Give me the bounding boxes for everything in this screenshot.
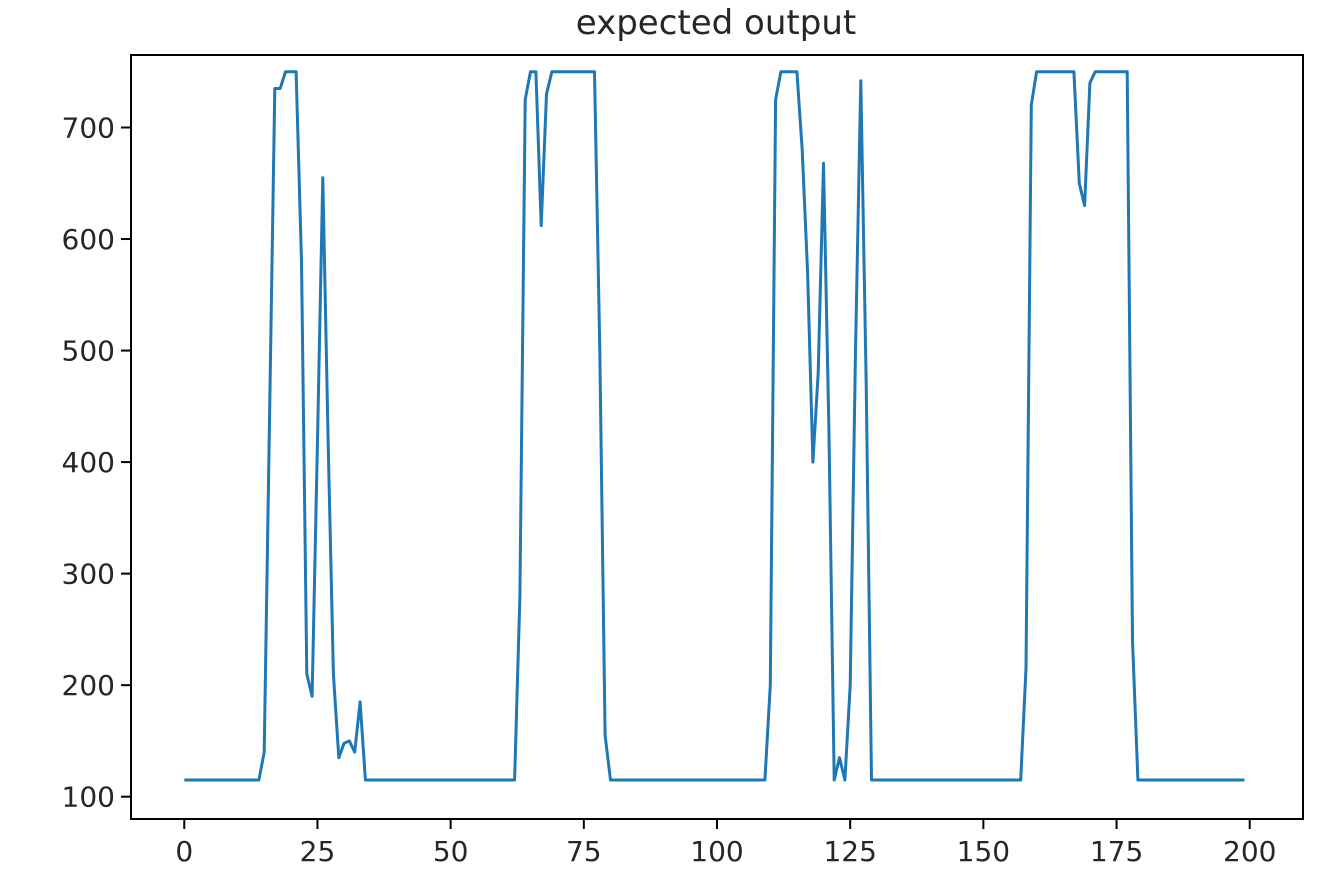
- plot-area: [184, 70, 1245, 782]
- y-axis: 100 200 300 400 500 600 700: [62, 111, 131, 814]
- series-line-0: [184, 70, 1245, 782]
- x-tick-label: 100: [690, 835, 743, 868]
- x-tick-label: 175: [1090, 835, 1143, 868]
- y-tick-label: 200: [62, 669, 115, 702]
- y-tick-label: 700: [62, 111, 115, 144]
- y-tick-label: 300: [62, 558, 115, 591]
- x-axis: 0 25 50 75 100 125 150 175 200: [175, 819, 1276, 868]
- x-tick-label: 75: [566, 835, 602, 868]
- y-tick-label: 600: [62, 223, 115, 256]
- x-tick-label: 200: [1223, 835, 1276, 868]
- chart-title: expected output: [576, 3, 856, 43]
- plot-frame: [130, 54, 1304, 820]
- x-tick-label: 0: [175, 835, 193, 868]
- x-tick-label: 50: [433, 835, 469, 868]
- y-tick-label: 500: [62, 335, 115, 368]
- x-tick-label: 25: [300, 835, 336, 868]
- x-tick-label: 125: [823, 835, 876, 868]
- y-tick-label: 400: [62, 446, 115, 479]
- y-tick-label: 100: [62, 781, 115, 814]
- x-tick-label: 150: [957, 835, 1010, 868]
